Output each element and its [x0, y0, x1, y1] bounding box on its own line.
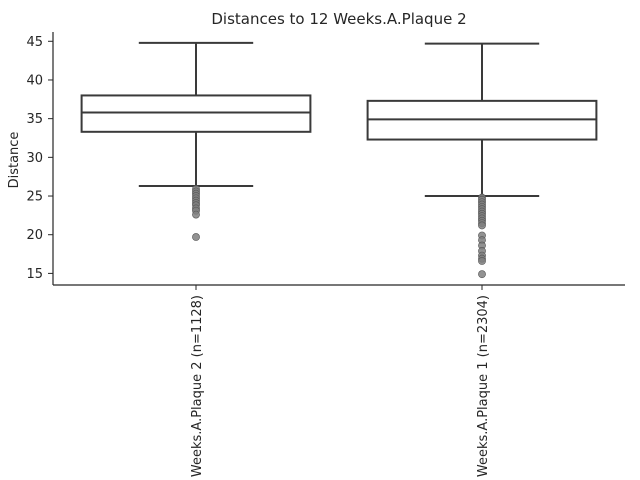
chart-title: Distances to 12 Weeks.A.Plaque 2: [211, 10, 466, 28]
outlier-point: [478, 221, 486, 230]
outlier-point: [478, 270, 486, 279]
box-group: [366, 42, 598, 279]
y-tick-label: 20: [26, 228, 43, 243]
y-tick-label: 15: [26, 267, 43, 282]
y-tick-label: 35: [26, 112, 43, 127]
interquartile-box: [80, 94, 312, 133]
boxes-layer: [80, 41, 598, 279]
box-group: [80, 41, 312, 241]
y-tick-label: 45: [26, 35, 43, 50]
outlier-point: [192, 210, 200, 219]
y-axis-label: Distance: [7, 132, 22, 189]
x-tick-label: 12 Weeks.A.Plaque 1 (n=2304): [476, 295, 491, 480]
outlier-point: [478, 257, 486, 265]
x-tick-label: 12 Weeks.A.Plaque 2 (n=1128): [190, 295, 205, 480]
y-axis-ticks: 15 20 25 30 35 40 45: [26, 35, 53, 282]
y-tick-label: 30: [26, 151, 43, 166]
y-tick-label: 25: [26, 190, 43, 205]
y-tick-label: 40: [26, 73, 43, 88]
outlier-point: [192, 233, 200, 241]
x-axis-ticks: 12 Weeks.A.Plaque 2 (n=1128) 12 Weeks.A.P…: [190, 285, 491, 480]
